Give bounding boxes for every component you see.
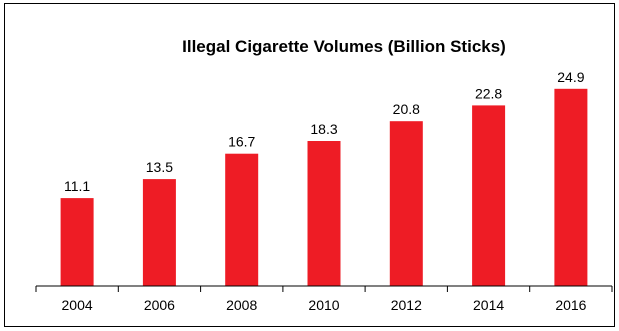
x-tick-label-2006: 2006 <box>144 297 175 313</box>
data-label-2004: 11.1 <box>64 178 90 194</box>
x-tick-label-2012: 2012 <box>391 297 422 313</box>
data-label-2010: 18.3 <box>310 121 337 137</box>
x-tick-label-2004: 2004 <box>62 297 93 313</box>
x-tick-label-2010: 2010 <box>308 297 339 313</box>
data-label-2014: 22.8 <box>475 85 502 101</box>
x-axis: 2004 2006 2008 2010 2012 2014 2016 <box>35 285 613 313</box>
chart-title: Illegal Cigarette Volumes (Billion Stick… <box>182 37 506 56</box>
bar-2004 <box>60 198 94 286</box>
bar-2014 <box>472 105 506 287</box>
data-label-2012: 20.8 <box>393 101 420 117</box>
bar-2016 <box>554 88 588 286</box>
bar-2006 <box>142 179 176 286</box>
data-label-2008: 16.7 <box>228 134 255 150</box>
data-label-2006: 13.5 <box>146 159 173 175</box>
bar-2010 <box>307 141 341 286</box>
data-label-2016: 24.9 <box>557 69 584 85</box>
x-tick-label-2016: 2016 <box>555 297 586 313</box>
bar-2008 <box>225 153 259 286</box>
data-labels-layer: 11.1 13.5 16.7 18.3 20.8 22.8 24.9 <box>64 69 585 194</box>
x-tick-label-2008: 2008 <box>226 297 257 313</box>
bars-layer <box>60 88 588 287</box>
bar-2012 <box>389 121 423 286</box>
x-tick-label-2014: 2014 <box>473 297 504 313</box>
